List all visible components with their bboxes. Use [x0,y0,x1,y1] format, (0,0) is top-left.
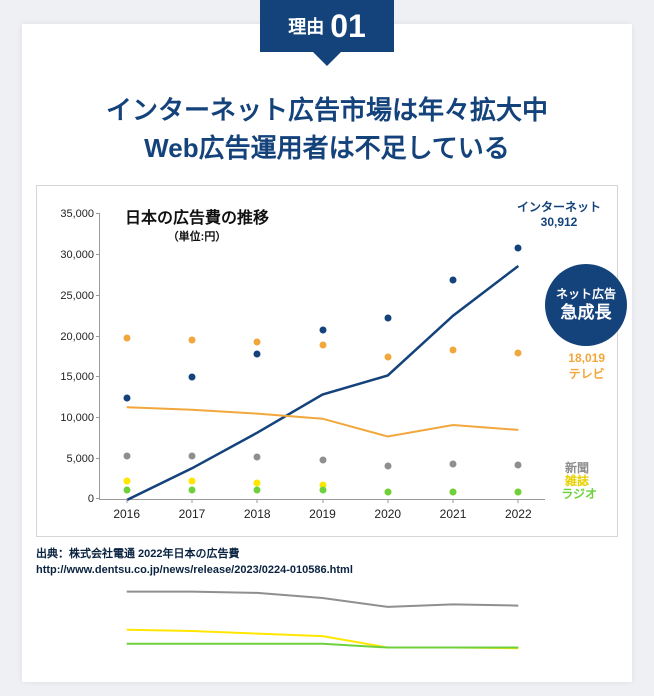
x-tick-label: 2020 [374,507,401,521]
tv-label: 18,019 テレビ [568,351,605,382]
plot-area: 05,00010,00015,00020,00025,00030,00035,0… [99,214,545,500]
headline-line1: インターネット広告市場は年々拡大中 [36,92,618,130]
series-line [127,266,519,500]
bubble-line2: 急成長 [561,302,612,323]
x-tick-label: 2022 [505,507,532,521]
data-point-marker [188,374,195,381]
chart-lines-svg [100,214,545,659]
data-point-marker [450,461,457,468]
data-point-marker [254,351,261,358]
y-tick-label: 20,000 [50,331,94,343]
data-point-marker [188,453,195,460]
data-point-marker [123,453,130,460]
data-point-marker [384,314,391,321]
badge-number: 01 [330,10,366,42]
data-point-marker [515,244,522,251]
data-point-marker [254,454,261,461]
y-tick-label: 5,000 [50,453,94,465]
growth-bubble: ネット広告 急成長 [545,264,627,346]
chart-container: 日本の広告費の推移 （単位:円） 05,00010,00015,00020,00… [36,185,618,537]
data-point-marker [384,463,391,470]
x-tick-label: 2019 [309,507,336,521]
data-point-marker [384,353,391,360]
badge-arrow-icon [313,52,341,66]
data-point-marker [123,394,130,401]
series-line [127,592,519,607]
series-line [127,408,519,437]
data-point-marker [254,486,261,493]
data-point-marker [123,486,130,493]
data-point-marker [450,276,457,283]
data-point-marker [450,346,457,353]
headline-line2: Web広告運用者は不足している [36,130,618,168]
y-tick-label: 25,000 [50,290,94,302]
reason-badge: 理由 01 [0,0,654,52]
radio-label: ラジオ [561,485,597,502]
x-tick-label: 2016 [113,507,140,521]
series-line [127,630,519,648]
badge-label: 理由 [288,13,324,39]
internet-label: インターネット 30,912 [517,198,601,229]
data-point-marker [515,349,522,356]
data-point-marker [319,327,326,334]
bubble-line1: ネット広告 [556,287,616,302]
y-tick-label: 10,000 [50,412,94,424]
y-tick-label: 35,000 [50,208,94,220]
y-tick-label: 15,000 [50,371,94,383]
data-point-marker [450,489,457,496]
x-tick-label: 2017 [179,507,206,521]
data-point-marker [188,336,195,343]
x-tick-label: 2021 [440,507,467,521]
data-point-marker [123,335,130,342]
data-point-marker [188,478,195,485]
headline: インターネット広告市場は年々拡大中 Web広告運用者は不足している [36,92,618,167]
series-line [127,644,519,648]
x-tick-label: 2018 [244,507,271,521]
chart-area: 日本の広告費の推移 （単位:円） 05,00010,00015,00020,00… [47,198,607,528]
data-point-marker [123,477,130,484]
data-point-marker [188,486,195,493]
y-tick-label: 0 [50,493,94,505]
data-point-marker [384,489,391,496]
data-point-marker [515,462,522,469]
data-point-marker [319,342,326,349]
data-point-marker [319,486,326,493]
data-point-marker [254,339,261,346]
content-card: インターネット広告市場は年々拡大中 Web広告運用者は不足している 日本の広告費… [22,24,632,682]
data-point-marker [319,457,326,464]
data-point-marker [515,489,522,496]
y-tick-label: 30,000 [50,249,94,261]
